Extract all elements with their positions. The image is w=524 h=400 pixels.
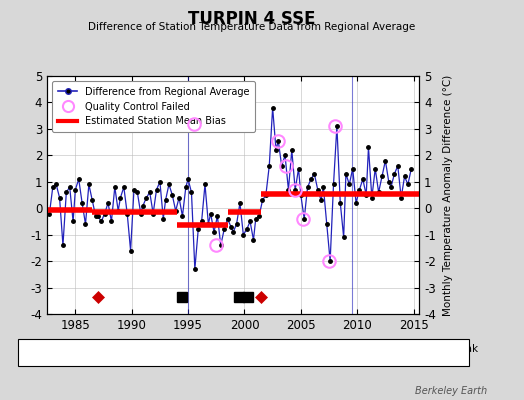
Text: Berkeley Earth: Berkeley Earth bbox=[415, 386, 487, 396]
Y-axis label: Monthly Temperature Anomaly Difference (°C): Monthly Temperature Anomaly Difference (… bbox=[443, 74, 453, 316]
Text: ♦: ♦ bbox=[26, 344, 36, 354]
Text: Record Gap: Record Gap bbox=[144, 344, 204, 354]
Text: Difference of Station Temperature Data from Regional Average: Difference of Station Temperature Data f… bbox=[88, 22, 415, 32]
Text: TURPIN 4 SSE: TURPIN 4 SSE bbox=[188, 10, 315, 28]
Text: ▲: ▲ bbox=[134, 344, 142, 354]
Text: ■: ■ bbox=[385, 344, 396, 354]
Text: Empirical Break: Empirical Break bbox=[396, 344, 478, 354]
Text: Station Move: Station Move bbox=[37, 344, 105, 354]
Text: ▼: ▼ bbox=[238, 344, 247, 354]
Legend: Difference from Regional Average, Quality Control Failed, Estimated Station Mean: Difference from Regional Average, Qualit… bbox=[52, 81, 255, 132]
Text: Time of Obs. Change: Time of Obs. Change bbox=[252, 344, 361, 354]
